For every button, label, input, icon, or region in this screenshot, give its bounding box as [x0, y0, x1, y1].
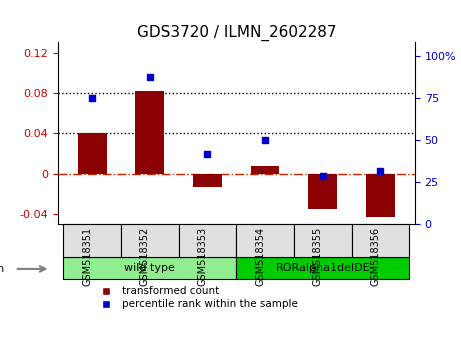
Title: GDS3720 / ILMN_2602287: GDS3720 / ILMN_2602287	[136, 25, 336, 41]
Bar	[64, 224, 121, 257]
Point	[377, 168, 384, 173]
Text: GSM518354: GSM518354	[255, 226, 265, 286]
Point	[89, 96, 96, 101]
Bar	[308, 174, 337, 209]
Bar	[251, 166, 279, 174]
Point	[319, 173, 326, 178]
Point	[146, 74, 154, 79]
Bar	[294, 224, 351, 257]
Text: GSM518355: GSM518355	[313, 226, 323, 286]
Text: GSM518352: GSM518352	[140, 226, 150, 286]
Bar	[136, 91, 164, 174]
Bar	[351, 224, 409, 257]
Bar	[121, 224, 179, 257]
Bar	[236, 224, 294, 257]
Text: RORalpha1delDE: RORalpha1delDE	[275, 263, 370, 273]
Point	[261, 137, 269, 143]
Bar	[179, 224, 236, 257]
Text: genotype/variation: genotype/variation	[0, 264, 4, 274]
Bar	[64, 257, 236, 279]
Text: wild type: wild type	[124, 263, 175, 273]
Text: GSM518351: GSM518351	[82, 226, 92, 286]
Bar	[236, 257, 409, 279]
Bar	[78, 133, 106, 174]
Point	[204, 151, 211, 156]
Text: GSM518353: GSM518353	[197, 226, 207, 286]
Bar	[366, 174, 395, 217]
Bar	[193, 174, 222, 187]
Text: GSM518356: GSM518356	[370, 226, 380, 286]
Legend: transformed count, percentile rank within the sample: transformed count, percentile rank withi…	[91, 282, 301, 314]
